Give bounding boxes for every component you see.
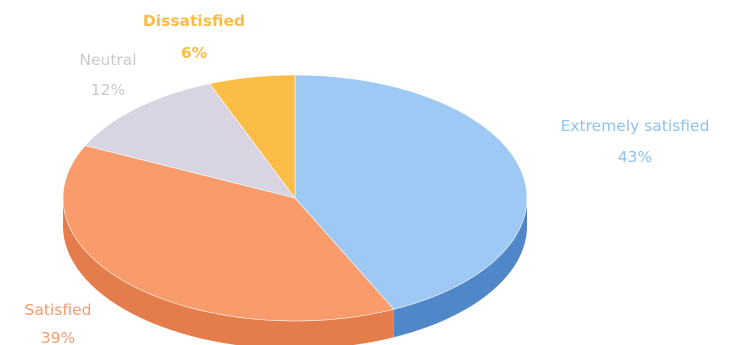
slice-value-neutral: 12% [91, 81, 125, 99]
slice-label-dissatisfied: Dissatisfied [143, 12, 245, 30]
pie-labels: Extremely satisfied 43% Satisfied 39% Ne… [25, 12, 710, 345]
slice-value-satisfied: 39% [41, 329, 75, 345]
slice-value-extremely-satisfied: 43% [618, 148, 652, 166]
slice-satisfied [62, 145, 395, 322]
pie-top [62, 74, 528, 322]
slice-neutral [84, 83, 296, 199]
pie-depth [63, 198, 527, 345]
slice-side-extremely-satisfied [393, 198, 527, 338]
slice-value-dissatisfied: 6% [181, 44, 208, 62]
slice-label-satisfied: Satisfied [25, 301, 92, 319]
slice-dissatisfied [209, 74, 296, 199]
slice-side-satisfied [63, 198, 394, 345]
slice-label-extremely-satisfied: Extremely satisfied [561, 117, 710, 135]
slice-extremely-satisfied [294, 74, 528, 310]
slice-label-neutral: Neutral [79, 51, 136, 69]
